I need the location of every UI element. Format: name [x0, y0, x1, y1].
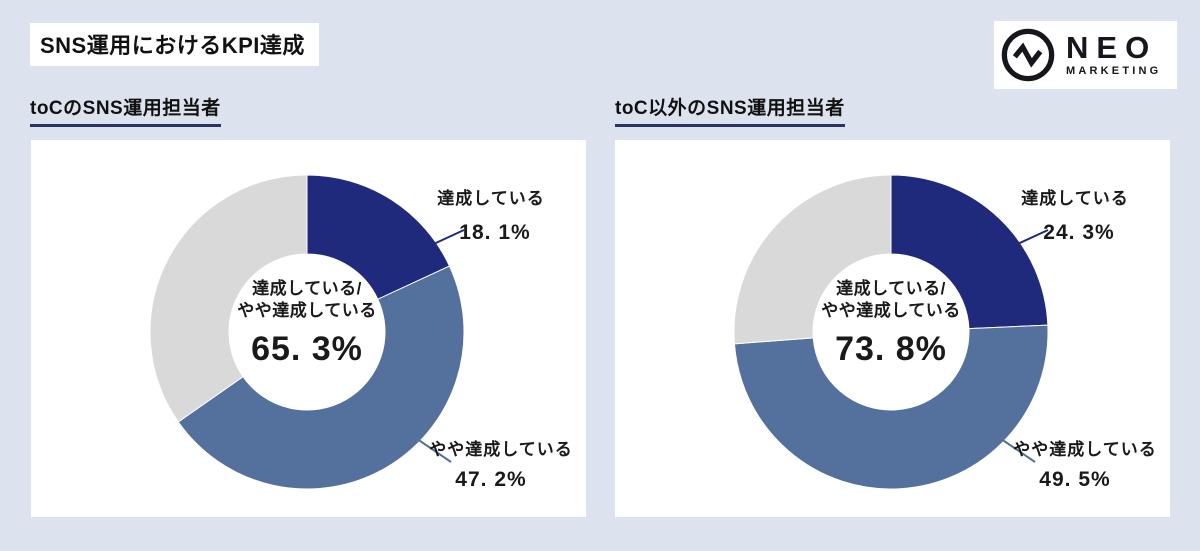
logo-brand: NEO	[1066, 30, 1158, 65]
page-title-text: SNS運用におけるKPI達成	[40, 33, 305, 58]
segment-value-partially-achieved: 49. 5%	[1039, 468, 1111, 491]
segment-label-partially-achieved: やや達成している	[1013, 440, 1157, 459]
segment-label-achieved: 達成している	[437, 189, 545, 208]
pulse-zigzag-circle-icon	[1001, 28, 1055, 82]
logo-sub: MARKETING	[1066, 65, 1162, 77]
donut-chart-toc	[149, 174, 465, 490]
center-label-line2: やや達成している	[821, 301, 961, 320]
donut-center-label: 達成している/ やや達成している 73. 8%	[781, 278, 1001, 369]
center-label-line1: 達成している/	[252, 279, 362, 298]
donut-center-label: 達成している/ やや達成している 65. 3%	[197, 278, 417, 369]
chart-panel-toc: 達成している 18. 1% 達成している/ やや達成している 65. 3% やや…	[31, 140, 586, 517]
donut-chart-non-toc	[733, 174, 1049, 490]
segment-label-achieved: 達成している	[1021, 189, 1129, 208]
segment-value-achieved: 18. 1%	[459, 221, 531, 244]
neo-marketing-logo: NEO MARKETING	[994, 21, 1177, 89]
chart-panel-non-toc: 達成している 24. 3% 達成している/ やや達成している 73. 8% やや…	[615, 140, 1170, 517]
segment-value-partially-achieved: 47. 2%	[455, 468, 527, 491]
center-label-line1: 達成している/	[836, 279, 946, 298]
center-label-line2: やや達成している	[237, 301, 377, 320]
segment-label-partially-achieved: やや達成している	[429, 440, 573, 459]
chart-title-toc: toCのSNS運用担当者	[30, 93, 221, 127]
center-value: 65. 3%	[251, 330, 363, 368]
page-title: SNS運用におけるKPI達成	[30, 23, 319, 66]
logo-text: NEO MARKETING	[1066, 30, 1162, 77]
center-value: 73. 8%	[835, 330, 947, 368]
segment-value-achieved: 24. 3%	[1043, 221, 1115, 244]
chart-title-non-toc: toC以外のSNS運用担当者	[615, 93, 845, 127]
